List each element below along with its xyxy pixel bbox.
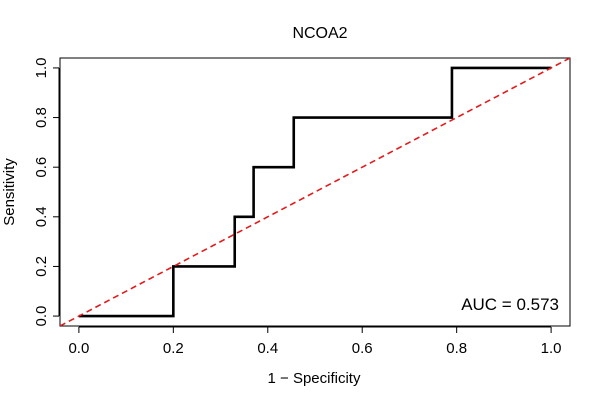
reference-diagonal-line — [60, 58, 570, 326]
x-tick-label: 0.8 — [446, 340, 467, 357]
x-axis-label: 1 − Specificity — [268, 370, 361, 387]
y-axis-label: Sensitivity — [1, 158, 18, 226]
x-tick-label: 0.4 — [257, 340, 278, 357]
auc-annotation: AUC = 0.573 — [461, 295, 559, 314]
roc-curve-line — [78, 66, 552, 318]
x-tick-label: 0.2 — [163, 340, 184, 357]
x-tick-label: 0.6 — [352, 340, 373, 357]
x-tick-label: 0.0 — [68, 340, 89, 357]
chart-title: NCOA2 — [292, 25, 347, 42]
x-tick-label: 1.0 — [541, 340, 562, 357]
x-axis: 0.0 0.2 0.4 0.6 0.8 1.0 — [68, 326, 562, 357]
y-tick-label: 1.0 — [33, 57, 50, 78]
y-axis: 0.0 0.2 0.4 0.6 0.8 1.0 — [33, 57, 60, 327]
y-tick-label: 0.8 — [33, 107, 50, 128]
plot-lines — [60, 58, 570, 326]
plot-frame — [59, 57, 571, 327]
y-tick-label: 0.4 — [33, 206, 50, 227]
y-tick-label: 0.0 — [33, 306, 50, 327]
y-tick-label: 0.2 — [33, 256, 50, 277]
y-tick-label: 0.6 — [33, 157, 50, 178]
